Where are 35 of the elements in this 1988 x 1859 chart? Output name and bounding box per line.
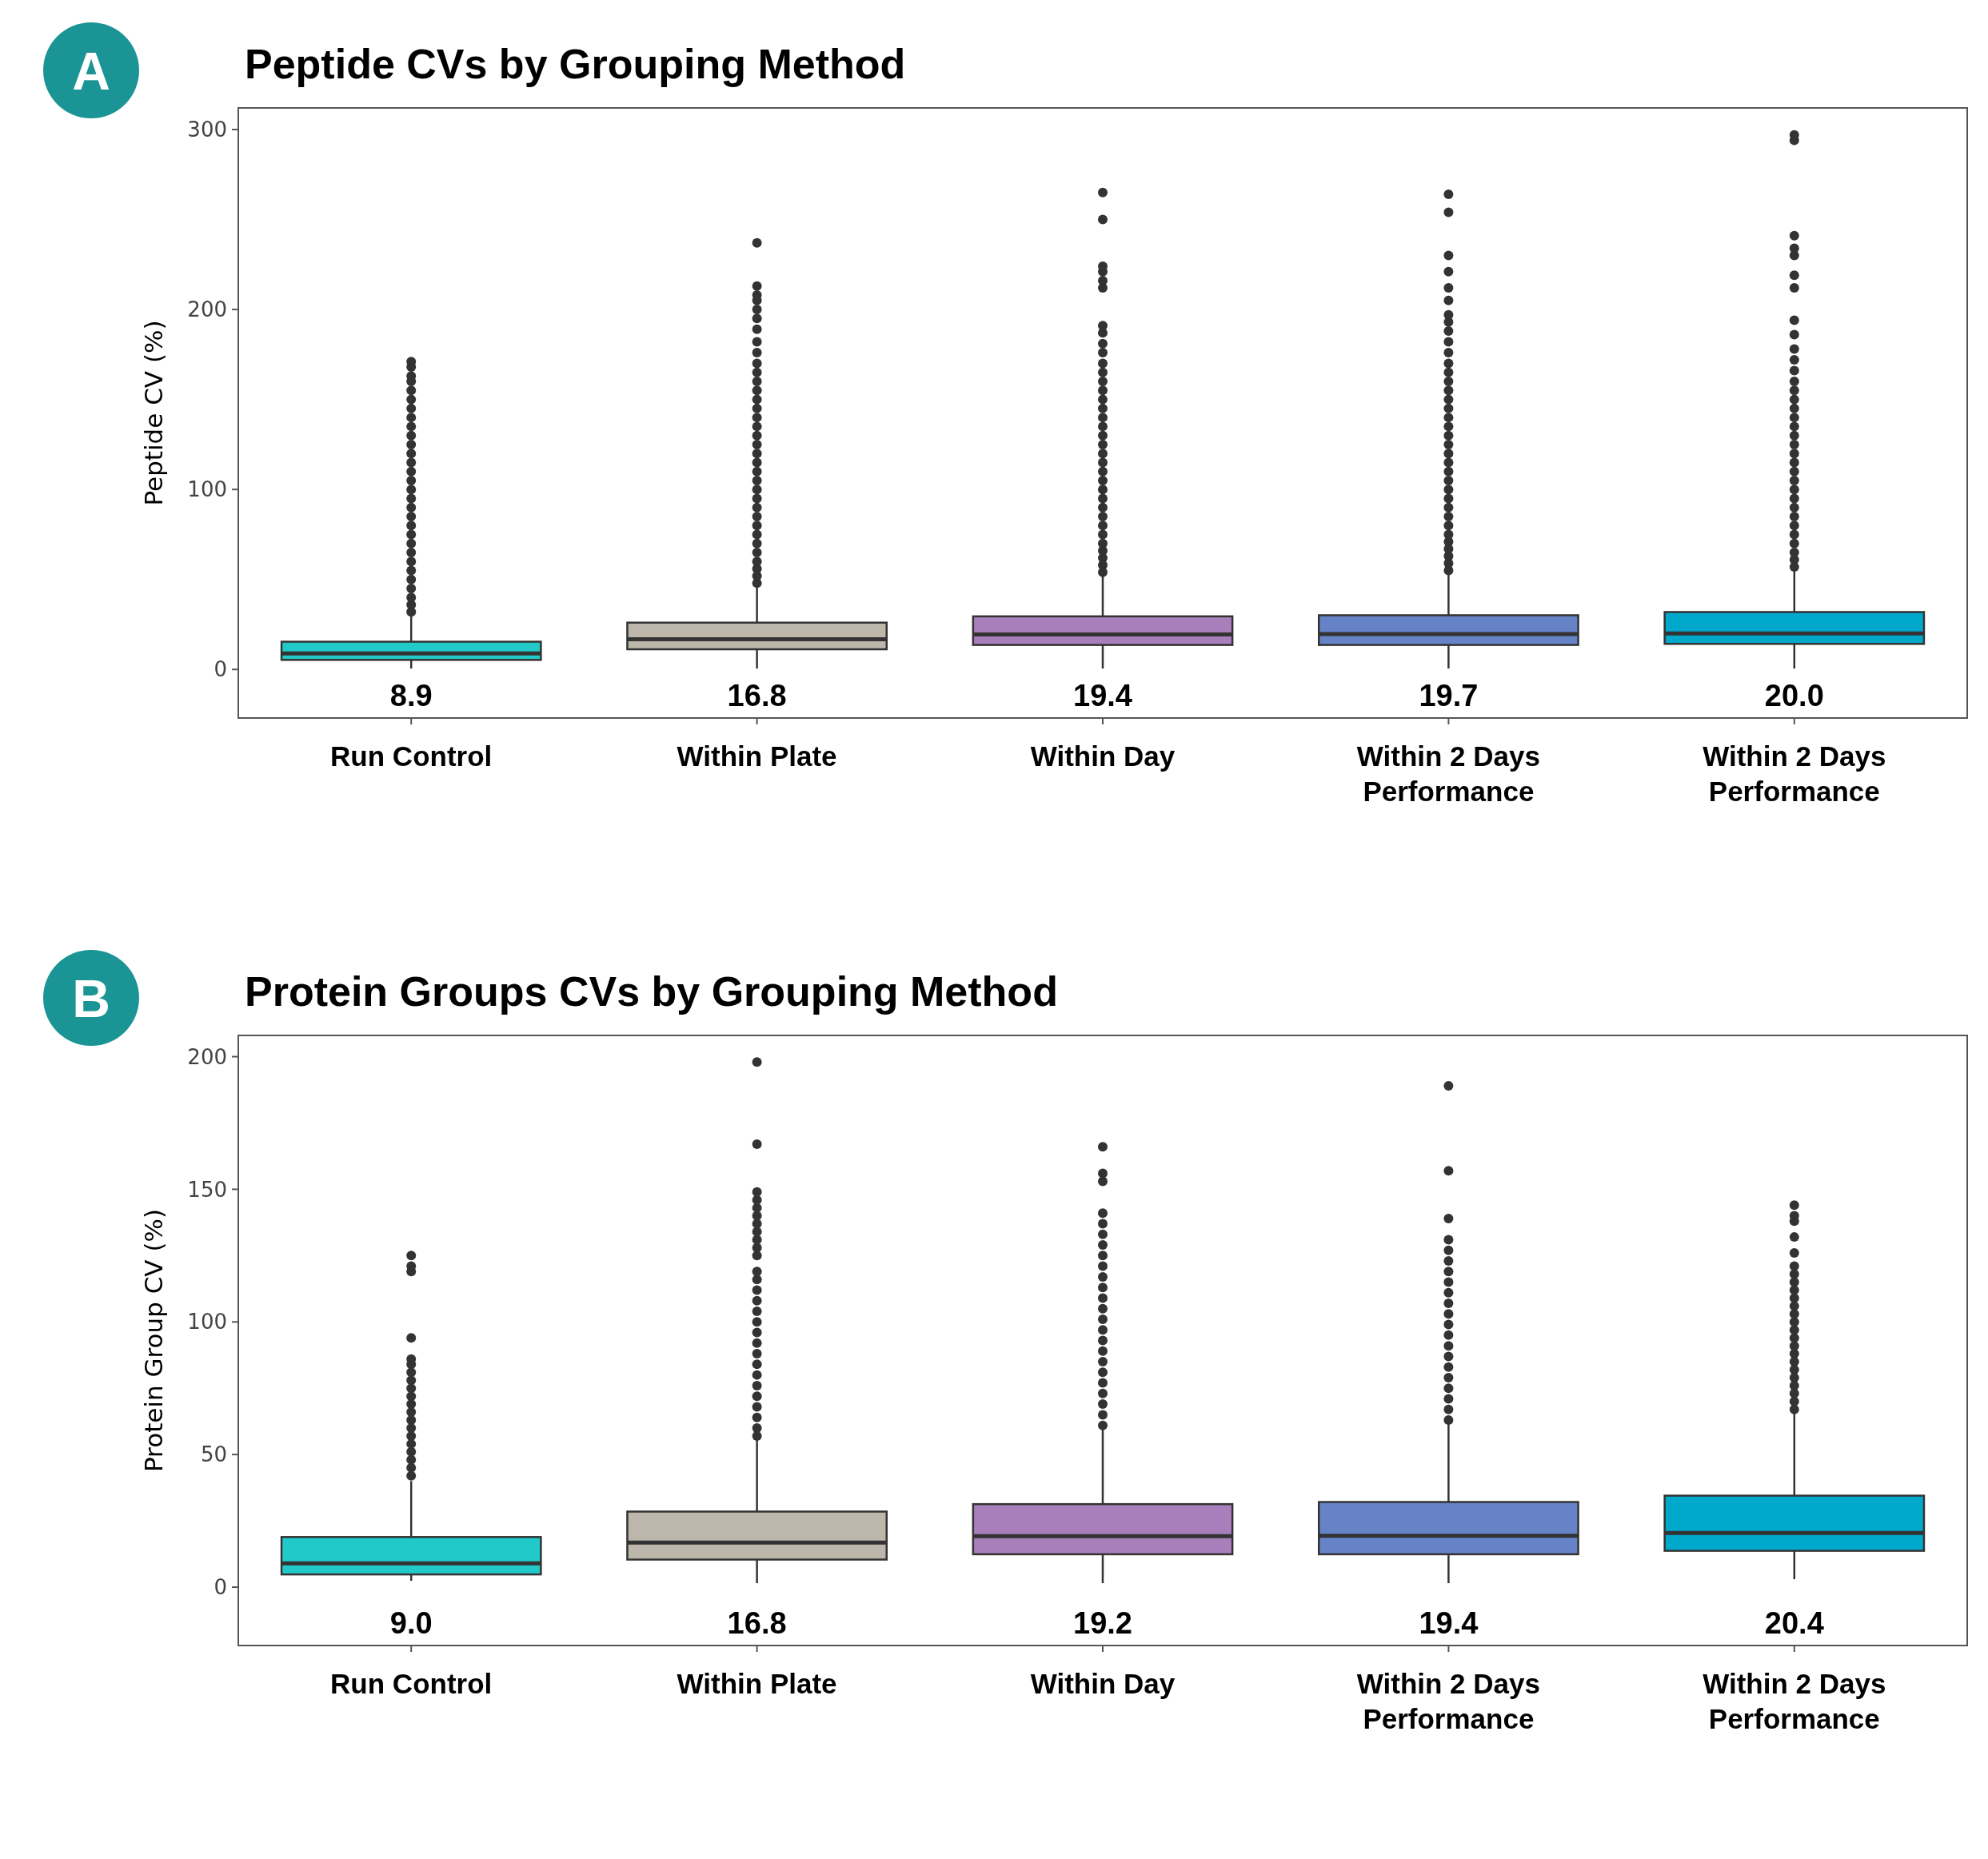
annotation: 9.0 [389,1606,433,1640]
y-tick-label: 0 [214,1575,227,1600]
annotation: 19.7 [1419,679,1479,712]
y-tick-label: 100 [187,1310,227,1334]
x-tick-label: Within 2 Days Performance [1703,740,1886,807]
y-axis-title: Peptide CV (%) [139,320,168,506]
x-tick-label: Within Plate [677,1668,837,1699]
x-tick-label: Run Control [330,740,493,772]
x-tick-label: Within 2 Days Performance [1356,740,1540,807]
y-tick-label: 200 [187,1044,227,1069]
y-tick-label: 100 [187,477,227,502]
chart-title: Protein Groups CVs by Grouping Method [245,968,1058,1015]
x-tick-label: Within 2 Days Performance [1356,1668,1540,1734]
x-tick-label: Within Day [1030,1668,1176,1699]
x-tick-label: Within Plate [677,740,837,772]
annotation: 19.4 [1419,1606,1479,1640]
y-tick-label: 50 [200,1442,227,1467]
panel-letter-badge: A [43,22,139,118]
y-tick-label: 200 [187,297,227,322]
y-tick-label: 0 [214,657,227,682]
annotation: 19.2 [1073,1606,1132,1640]
y-tick-label: 300 [187,118,227,142]
annotation: 19.4 [1073,679,1132,712]
annotation: 20.4 [1764,1606,1824,1640]
annotation: 16.8 [727,1606,787,1640]
x-tick-label: Within Day [1030,740,1176,772]
chart-title: Peptide CVs by Grouping Method [245,41,906,87]
annotation: 8.9 [389,679,433,712]
panel-letter-badge: B [43,950,139,1046]
y-tick-label: 150 [187,1177,227,1202]
x-tick-label: Within 2 Days Performance [1703,1668,1886,1734]
x-tick-label: Run Control [330,1668,493,1699]
y-axis-title: Protein Group CV (%) [139,1208,168,1473]
annotation: 20.0 [1764,679,1824,712]
annotation: 16.8 [727,679,787,712]
